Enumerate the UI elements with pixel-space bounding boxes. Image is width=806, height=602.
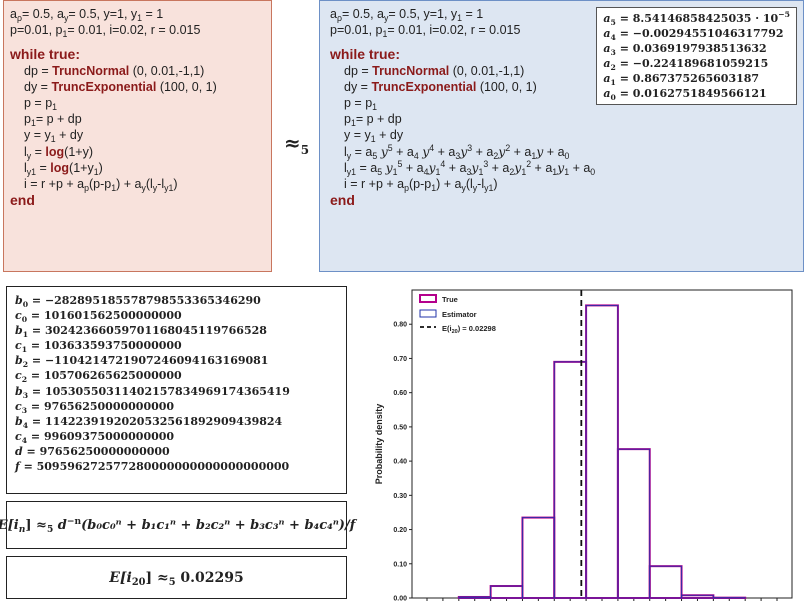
constants-box: b0 = −28289518557879855336534629​0 c0 = …	[6, 286, 347, 494]
legend-swatch-true	[419, 294, 437, 303]
estimator-bar	[649, 565, 682, 599]
y-tick-label: 0.60	[393, 390, 407, 397]
const-b1: b1 = 302423660597011680451197665​28	[15, 324, 267, 340]
params-line-1: aρ= 0.5, ay= 0.5, y=1, y1 = 1	[330, 7, 484, 23]
coef-a3: a3 = 0.0369197938513632	[603, 42, 767, 57]
formula-text: E[in] ≈5 d−n(b₀c₀ⁿ + b₁c₁ⁿ + b₂c₂ⁿ + b₃c…	[0, 515, 356, 535]
const-d: d = 97656250000000000	[15, 444, 170, 458]
plot-frame	[411, 289, 793, 599]
ly1-poly-line: ly1 = a5 y15 + a4y14 + a3y13 + a2y12 + a…	[344, 158, 596, 177]
polynomial-program-box: aρ= 0.5, ay= 0.5, y=1, y1 = 1 p=0.01, p1…	[319, 0, 804, 272]
estimator-bar	[681, 594, 714, 599]
const-b4: b4 = 114223919202053256189290​9439824	[15, 414, 283, 430]
coef-a0: a0 = 0.0162751849566121	[603, 87, 767, 102]
true-bar	[616, 448, 651, 599]
y-line: y = y1 + dy	[24, 128, 84, 145]
estimator-bar	[522, 517, 555, 599]
result-box: E[i20] ≈5 0.02295	[6, 556, 347, 599]
true-bar	[521, 516, 556, 599]
const-c3: c3 = 97656250000000000	[15, 399, 175, 415]
true-bars	[457, 304, 747, 600]
const-b3: b3 = 105305503114021578349691743​65419	[15, 384, 290, 400]
y-tick-label: 0.50	[393, 424, 407, 431]
i-line: i = r +p + ap(p-p1) + ay(ly-ly1)	[344, 176, 498, 193]
ly-poly-line: ly = a5 y5 + a4 y4 + a3y3 + a2y2 + a1y +…	[344, 142, 570, 161]
dy-line: dy = TruncExponential (100, 0, 1)	[24, 79, 217, 94]
chart-legend: True Estimator E(i20) = 0.02298	[419, 294, 496, 335]
while-keyword: while true:	[10, 46, 81, 63]
y-tick-label: 0.10	[393, 561, 407, 568]
legend-label-true: True	[442, 295, 458, 304]
const-c0: c0 = 101601562500000000	[15, 309, 182, 325]
p1-line: p1= p + dp	[24, 112, 82, 129]
estimator-bar	[585, 304, 619, 599]
while-keyword: while true:	[330, 46, 401, 63]
coef-a5: a5 = 8.54146858425035 · 10−5	[603, 10, 790, 27]
y-tick-label: 0.00	[393, 596, 407, 602]
y-line: y = y1 + dy	[344, 128, 404, 145]
p1-line: p1= p + dp	[344, 112, 402, 129]
dp-line: dp = TruncNormal (0, 0.01,-1,1)	[344, 63, 525, 78]
expectation-formula-box: E[in] ≈5 d−n(b₀c₀ⁿ + b₁c₁ⁿ + b₂c₂ⁿ + b₃c…	[0, 501, 355, 549]
true-bar	[648, 565, 683, 600]
legend-label-mean: E(i20) = 0.02298	[442, 324, 496, 335]
end-keyword: end	[10, 192, 35, 209]
params-line-1: aρ= 0.5, ay= 0.5, y=1, y1 = 1	[10, 7, 164, 23]
approx-symbol: ≈5	[284, 131, 310, 157]
y-axis-label: Probability density	[374, 404, 384, 485]
y-tick-label: 0.20	[393, 527, 407, 534]
estimator-bar	[490, 585, 523, 599]
dy-line: dy = TruncExponential (100, 0, 1)	[344, 79, 537, 94]
y-tick-label: 0.30	[393, 493, 407, 500]
y-tick-label: 0.40	[393, 459, 407, 466]
coefficient-box: a5 = 8.54146858425035 · 10−5 a4 = −0.002…	[596, 7, 797, 105]
const-b2: b2 = −110421472190724609416316908​1	[15, 354, 269, 370]
original-program-box: aρ= 0.5, ay= 0.5, y=1, y1 = 1 p=0.01, p1…	[3, 0, 272, 272]
true-bar	[489, 585, 524, 599]
dp-line: dp = TruncNormal (0, 0.01,-1,1)	[24, 63, 205, 78]
chart-axes: 0.00 0.10 0.20 0.30 0.40 0.50 0.60 0.70 0.80	[393, 289, 793, 602]
true-bar	[680, 594, 715, 599]
ly1-line: ly1 = log(1+y1)	[24, 160, 103, 177]
legend-swatch-estimator	[419, 309, 437, 318]
estimator-bars	[458, 304, 746, 599]
result-text: E[i20] ≈5 0.02295	[109, 569, 244, 588]
estimator-bar	[617, 448, 651, 599]
const-f: f = 509596272577280000000000000000000	[15, 460, 290, 474]
p-line: p = p1	[344, 95, 378, 112]
end-keyword: end	[330, 192, 355, 209]
ly-line: ly = log(1+y)	[24, 144, 93, 161]
const-c2: c2 = 105706265625000000	[15, 369, 182, 385]
y-tick-label: 0.80	[393, 322, 407, 329]
true-bar	[585, 304, 619, 600]
coef-a1: a1 = 0.867375265603187	[603, 72, 760, 87]
i-line: i = r +p + ap(p-p1) + ay(ly-ly1)	[24, 176, 178, 193]
const-b0: b0 = −28289518557879855336534629​0	[15, 294, 261, 309]
histogram-chart: 0.00 0.10 0.20 0.30 0.40 0.50 0.60 0.70 0.80 Pro…	[374, 289, 793, 602]
params-line-2: p=0.01, p1= 0.01, i=0.02, r = 0.015	[10, 23, 201, 40]
params-line-2: p=0.01, p1= 0.01, i=0.02, r = 0.015	[330, 23, 521, 40]
coef-a2: a2 = −0.224189681059215	[603, 57, 769, 72]
coef-a4: a4 = −0.00294551046317792	[603, 27, 784, 42]
const-c4: c4 = 99609375000000000	[15, 429, 175, 445]
p-line: p = p1	[24, 95, 58, 112]
const-c1: c1 = 103633593750000000	[15, 339, 182, 355]
y-tick-label: 0.70	[393, 356, 407, 363]
legend-label-estimator: Estimator	[442, 310, 477, 319]
